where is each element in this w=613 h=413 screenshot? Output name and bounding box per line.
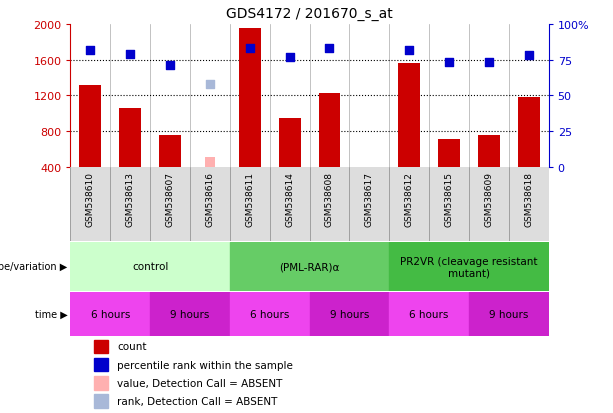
Text: genotype/variation ▶: genotype/variation ▶	[0, 262, 67, 272]
Text: 9 hours: 9 hours	[330, 309, 369, 319]
Bar	[310, 292, 389, 337]
Bar	[478, 136, 500, 167]
Text: time ▶: time ▶	[35, 309, 67, 319]
Bar	[94, 339, 108, 353]
Text: GSM538609: GSM538609	[484, 172, 493, 227]
Point	[524, 53, 533, 59]
Bar	[120, 109, 141, 167]
Bar	[389, 242, 549, 291]
Text: GSM538608: GSM538608	[325, 172, 334, 227]
Text: GSM538613: GSM538613	[126, 172, 135, 227]
Bar	[319, 93, 340, 167]
Point	[125, 51, 135, 58]
Bar	[80, 85, 101, 167]
Text: rank, Detection Call = ABSENT: rank, Detection Call = ABSENT	[117, 396, 278, 406]
Bar	[94, 376, 108, 389]
Bar	[469, 292, 549, 337]
Point	[484, 60, 494, 66]
Point	[325, 46, 335, 52]
Text: GSM538610: GSM538610	[86, 172, 95, 227]
Bar	[398, 64, 420, 167]
Text: percentile rank within the sample: percentile rank within the sample	[117, 360, 293, 370]
Bar	[279, 119, 300, 167]
Bar	[438, 140, 460, 167]
Text: GSM538616: GSM538616	[205, 172, 215, 227]
Point	[245, 46, 255, 52]
Text: GSM538607: GSM538607	[166, 172, 175, 227]
Text: 6 hours: 6 hours	[91, 309, 130, 319]
Text: GSM538617: GSM538617	[365, 172, 374, 227]
Text: 9 hours: 9 hours	[489, 309, 528, 319]
Point	[86, 47, 96, 54]
Title: GDS4172 / 201670_s_at: GDS4172 / 201670_s_at	[226, 7, 393, 21]
Text: control: control	[132, 262, 169, 272]
Text: GSM538618: GSM538618	[524, 172, 533, 227]
Point	[284, 54, 294, 61]
Text: 9 hours: 9 hours	[170, 309, 210, 319]
Bar	[150, 292, 230, 337]
Text: 6 hours: 6 hours	[409, 309, 449, 319]
Point	[444, 60, 454, 66]
Bar	[230, 242, 389, 291]
Point	[405, 47, 414, 54]
Text: PR2VR (cleavage resistant
mutant): PR2VR (cleavage resistant mutant)	[400, 256, 538, 278]
Text: GSM538615: GSM538615	[444, 172, 454, 227]
Bar	[205, 157, 215, 167]
Text: GSM538612: GSM538612	[405, 172, 414, 226]
Text: count: count	[117, 342, 147, 351]
Bar	[94, 358, 108, 371]
Bar	[518, 98, 539, 167]
Bar	[239, 29, 261, 167]
Bar	[159, 135, 181, 167]
Bar	[94, 394, 108, 408]
Bar	[389, 292, 469, 337]
Text: GSM538614: GSM538614	[285, 172, 294, 226]
Text: GSM538611: GSM538611	[245, 172, 254, 227]
Point	[166, 63, 175, 69]
Bar	[70, 242, 230, 291]
Text: value, Detection Call = ABSENT: value, Detection Call = ABSENT	[117, 378, 283, 388]
Bar	[230, 292, 310, 337]
Text: (PML-RAR)α: (PML-RAR)α	[280, 262, 340, 272]
Bar	[70, 292, 150, 337]
Point	[205, 81, 215, 88]
Text: 6 hours: 6 hours	[250, 309, 289, 319]
